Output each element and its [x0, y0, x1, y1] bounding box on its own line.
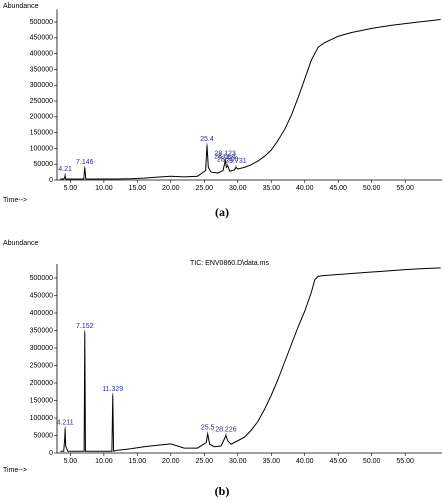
x-tick-label: 55.00: [396, 185, 414, 192]
y-tick-label: 450000: [30, 292, 53, 299]
y-tick-label: 500000: [30, 275, 53, 282]
x-tick-label: 35.00: [262, 185, 280, 192]
x-tick-label: 30.00: [229, 458, 247, 465]
y-tick-label: 300000: [30, 82, 53, 89]
peak-label: 4.211: [57, 419, 74, 426]
x-tick-label: 45.00: [329, 458, 347, 465]
y-tick-label: 500000: [30, 19, 53, 26]
y-tick-label: 350000: [30, 66, 53, 73]
y-tick-label: 150000: [30, 129, 53, 136]
y-tick-label: 150000: [30, 397, 53, 404]
x-tick-label: 35.00: [262, 458, 280, 465]
x-tick-label: 5.00: [64, 185, 78, 192]
caption: (b): [215, 484, 230, 498]
x-tick-label: 25.00: [196, 185, 214, 192]
peak-label: 7.152: [76, 323, 94, 330]
caption: (a): [215, 205, 229, 219]
x-tick-label: 40.00: [296, 458, 314, 465]
y-axis-title: Abundance: [3, 240, 39, 247]
x-tick-label: 10.00: [95, 185, 113, 192]
y-tick-label: 350000: [30, 327, 53, 334]
y-tick-label: 250000: [30, 98, 53, 105]
x-tick-label: 50.00: [363, 185, 381, 192]
y-tick-label: 200000: [30, 380, 53, 387]
peak-label: 11.329: [102, 386, 123, 393]
y-tick-label: 100000: [30, 145, 53, 152]
x-tick-label: 25.00: [196, 458, 214, 465]
peak-label: 4.21: [58, 166, 72, 173]
x-axis-title: Time-->: [3, 467, 27, 474]
y-tick-label: 450000: [30, 35, 53, 42]
x-tick-label: 40.00: [296, 185, 314, 192]
x-axis-title: Time-->: [3, 197, 27, 204]
x-tick-label: 20.00: [162, 458, 180, 465]
y-tick-label: 0: [49, 177, 53, 184]
x-tick-label: 15.00: [129, 458, 147, 465]
x-tick-label: 45.00: [329, 185, 347, 192]
header: TIC: ENV0860.D\data.ms: [190, 260, 269, 267]
y-axis-title: Abundance: [3, 3, 39, 10]
peak-label: 28.500: [217, 157, 239, 164]
y-tick-label: 50000: [34, 432, 54, 439]
y-tick-label: 250000: [30, 362, 53, 369]
x-tick-label: 20.00: [162, 185, 180, 192]
peak-label: 28.226: [215, 426, 237, 433]
x-tick-label: 55.00: [396, 458, 414, 465]
x-tick-label: 30.00: [229, 185, 247, 192]
y-tick-label: 300000: [30, 345, 53, 352]
peak-label: 25.5: [201, 425, 215, 432]
x-tick-label: 10.00: [95, 458, 113, 465]
peak-label: 25.4: [200, 136, 214, 143]
peak-label: 28.064: [214, 153, 236, 160]
y-tick-label: 100000: [30, 415, 53, 422]
peak-label: 29.731: [225, 158, 247, 165]
trace: [60, 19, 441, 180]
y-tick-label: 50000: [34, 161, 54, 168]
y-tick-label: 400000: [30, 310, 53, 317]
x-tick-label: 15.00: [129, 185, 147, 192]
y-tick-label: 200000: [30, 114, 53, 121]
peak-label: 28.123: [215, 150, 237, 157]
x-tick-label: 5.00: [64, 458, 78, 465]
x-tick-label: 50.00: [363, 458, 381, 465]
peak-label: 7.146: [76, 159, 94, 166]
y-tick-label: 0: [49, 450, 53, 457]
y-tick-label: 400000: [30, 50, 53, 57]
trace: [60, 267, 441, 452]
